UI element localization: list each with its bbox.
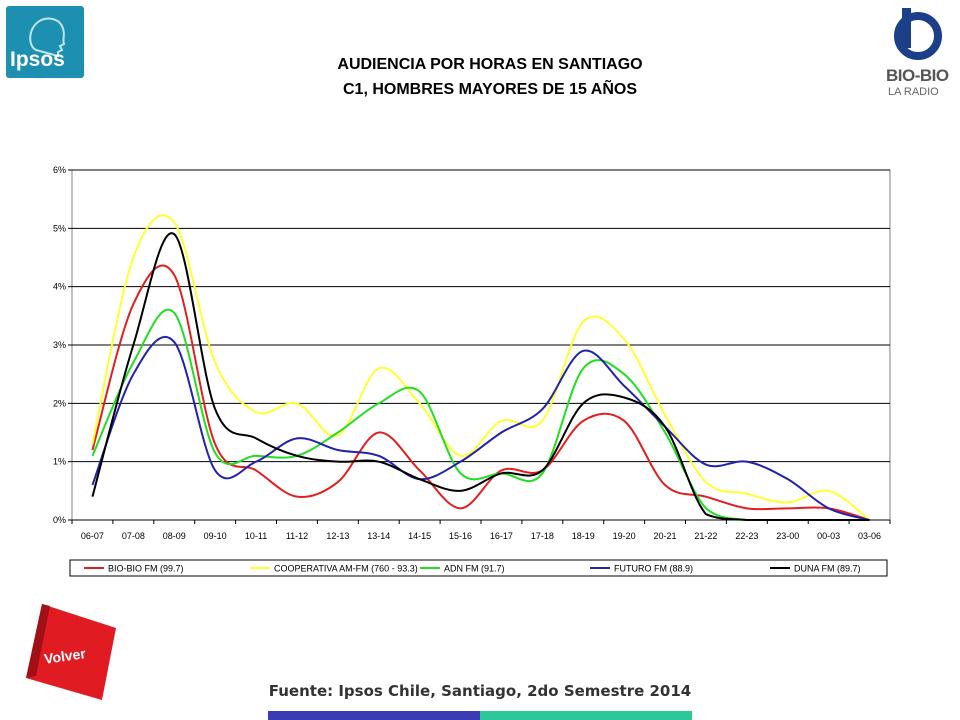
legend: BIO-BIO FM (99.7) COOPERATIVA AM-FM (760 … [69, 559, 888, 577]
y-tick-label: 0% [53, 515, 66, 525]
series-lines [91, 214, 871, 521]
ipsos-head-icon [29, 17, 66, 58]
footer-bar-blue [268, 711, 480, 720]
legend-label-1: BIO-BIO FM (99.7) [108, 564, 184, 574]
x-tick-label: 17-18 [531, 531, 554, 541]
series-line-2 [91, 214, 871, 521]
x-tick-label: 18-19 [572, 531, 595, 541]
y-tick-label: 6% [53, 165, 66, 175]
x-tick-label: 07-08 [122, 531, 145, 541]
biobio-b-icon [894, 8, 942, 60]
y-tick-label: 2% [53, 398, 66, 408]
x-tick-label: 20-21 [654, 531, 677, 541]
footer-bar-teal [480, 711, 692, 720]
x-tick-label: 15-16 [449, 531, 472, 541]
x-tick-label: 22-23 [735, 531, 758, 541]
ipsos-logo: Ipsos [6, 6, 84, 78]
x-tick-label: 12-13 [326, 531, 349, 541]
legend-label-4: FUTURO FM (88.9) [614, 564, 693, 574]
x-axis: 06-07 07-08 08-09 09-10 10-11 11-12 12-13 13-14… [71, 519, 891, 541]
x-tick-label: 23-00 [776, 531, 799, 541]
biobio-logo-subtext: LA RADIO [888, 86, 939, 98]
legend-label-3: ADN FM (91.7) [444, 564, 505, 574]
x-tick-label: 09-10 [204, 531, 227, 541]
chart-subtitle: C1, HOMBRES MAYORES DE 15 AÑOS [343, 81, 637, 98]
y-tick-label: 4% [53, 282, 66, 292]
y-tick-label: 3% [53, 340, 66, 350]
series-line-4 [91, 335, 870, 521]
x-tick-label: 13-14 [367, 531, 390, 541]
y-tick-label: 5% [53, 223, 66, 233]
x-tick-label: 11-12 [286, 531, 308, 541]
series-line-5 [91, 232, 870, 521]
x-tick-label: 08-09 [163, 531, 186, 541]
ipsos-logo-text: Ipsos [10, 48, 65, 71]
volver-shape-icon [26, 604, 116, 700]
legend-label-2: COOPERATIVA AM-FM (760 - 93.3) [274, 564, 418, 574]
x-tick-label: 14-15 [408, 531, 431, 541]
y-axis: 0% 1% 2% 3% 4% 5% 6% [53, 165, 72, 525]
line-chart: 0% 1% 2% 3% 4% 5% 6% 06-07 07-08 08-09 09-10 10-11… [53, 165, 891, 577]
biobio-logo-text: BIO-BIO [886, 66, 949, 85]
source-note: Fuente: Ipsos Chile, Santiago, 2do Semes… [268, 682, 692, 700]
chart-title: AUDIENCIA POR HORAS EN SANTIAGO [337, 56, 643, 73]
x-tick-label: 03-06 [858, 531, 881, 541]
x-tick-label: 10-11 [245, 531, 267, 541]
series-line-1 [91, 264, 870, 521]
x-tick-label: 06-07 [81, 531, 104, 541]
legend-box [69, 559, 888, 577]
x-tick-label: 16-17 [490, 531, 513, 541]
x-tick-label: 21-22 [694, 531, 717, 541]
volver-button[interactable]: Volver [24, 602, 118, 702]
legend-label-5: DUNA FM (89.7) [794, 564, 861, 574]
x-tick-label: 00-03 [817, 531, 840, 541]
x-tick-label: 19-20 [613, 531, 636, 541]
y-tick-label: 1% [53, 457, 66, 467]
biobio-logo: BIO-BIO LA RADIO [884, 6, 954, 106]
